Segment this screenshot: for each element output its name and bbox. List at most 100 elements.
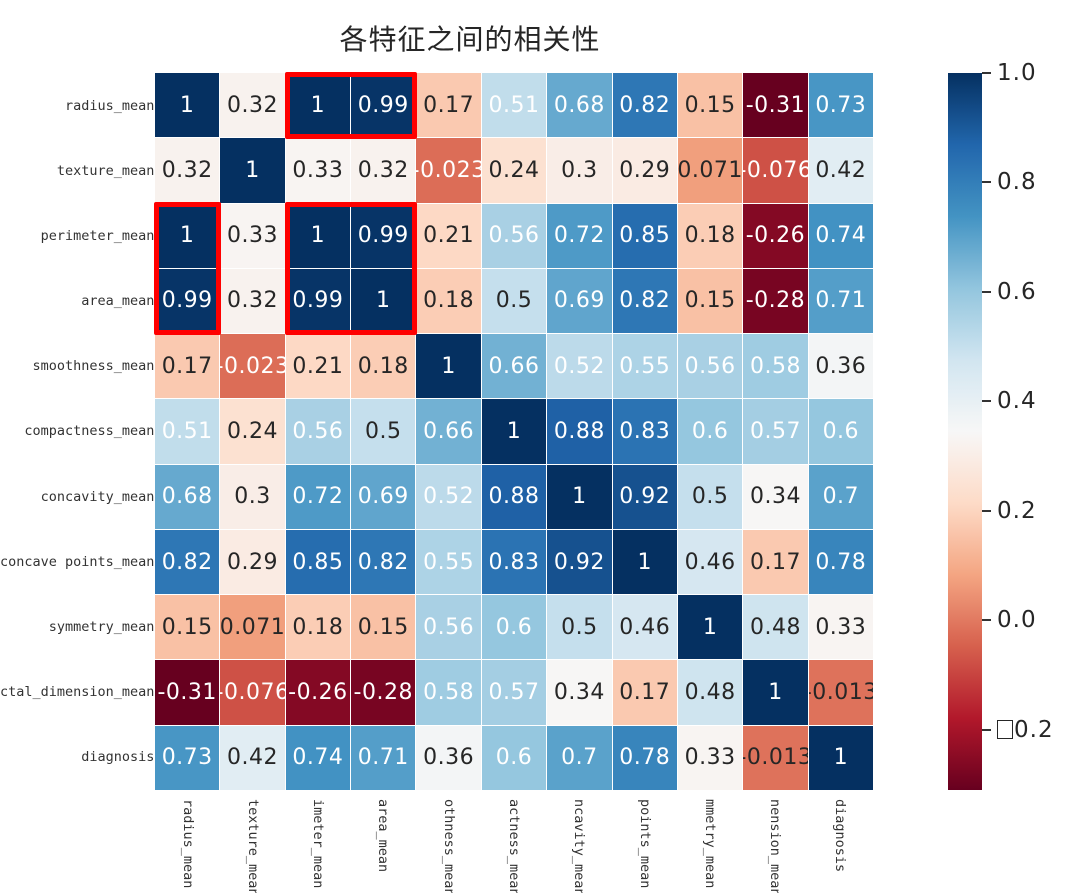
- heatmap-cell: 0.66: [416, 399, 481, 464]
- heatmap-cell: 1: [155, 73, 220, 138]
- heatmap-cell: 0.83: [612, 399, 677, 464]
- heatmap-cell: 0.17: [743, 529, 808, 595]
- y-tick-label: compactness_mean: [24, 423, 155, 440]
- y-tick-label: texture_mean: [56, 162, 155, 179]
- heatmap-cell: 0.99: [351, 73, 416, 138]
- colorbar-tick-text: 0.4: [997, 388, 1037, 415]
- heatmap-cell: 0.82: [351, 529, 416, 595]
- heatmap-cell: 0.69: [547, 268, 612, 334]
- heatmap-cell: 0.32: [351, 138, 416, 203]
- x-tick-label-wrap: mmetry_mean: [677, 790, 742, 893]
- y-axis-tick-labels: radius_mean texture_mean perimeter_mean are…: [0, 73, 154, 790]
- heatmap-cell: 0.58: [416, 660, 481, 725]
- heatmap-cell: 1: [808, 725, 873, 790]
- heatmap-cell: 0.56: [677, 334, 743, 399]
- heatmap-cell: 0.21: [416, 203, 481, 268]
- heatmap-cell: 1: [220, 138, 285, 203]
- heatmap-cell: 0.6: [481, 595, 547, 660]
- heatmap-cell: 0.29: [612, 138, 677, 203]
- heatmap-cell: 1: [481, 399, 547, 464]
- heatmap-cell: -0.31: [743, 73, 808, 138]
- heatmap-cell: -0.013: [808, 660, 873, 725]
- heatmap-cell: 0.99: [155, 268, 220, 334]
- x-tick-label: mmetry_mean: [701, 799, 718, 889]
- heatmap-cell: 0.15: [677, 268, 743, 334]
- tick-mark-icon: [982, 181, 991, 184]
- heatmap-cell: 0.5: [481, 268, 547, 334]
- heatmap-cell: 0.85: [285, 529, 351, 595]
- heatmap-cell: 0.32: [220, 73, 285, 138]
- heatmap-cell: -0.013: [743, 725, 808, 790]
- heatmap-cell: 0.72: [547, 203, 612, 268]
- heatmap-cell: 0.29: [220, 529, 285, 595]
- heatmap-cell: 0.46: [612, 595, 677, 660]
- heatmap-cell: 0.57: [743, 399, 808, 464]
- heatmap-cell: 0.71: [351, 725, 416, 790]
- heatmap-cell: 0.17: [612, 660, 677, 725]
- heatmap-cell: 0.6: [677, 399, 743, 464]
- heatmap-cell: 0.66: [481, 334, 547, 399]
- y-tick-label: symmetry_mean: [48, 619, 155, 636]
- x-tick-label-wrap: radius_mean: [155, 790, 220, 893]
- y-tick-label: perimeter_mean: [40, 227, 155, 244]
- x-tick-label: actness_mean: [505, 799, 522, 893]
- colorbar[interactable]: [948, 73, 982, 790]
- heatmap-cell: -0.26: [743, 203, 808, 268]
- heatmap-cell: 0.21: [285, 334, 351, 399]
- y-tick-label: concave points_mean: [0, 553, 155, 570]
- heatmap-cell: 0.7: [808, 464, 873, 529]
- heatmap-cell: -0.31: [155, 660, 220, 725]
- heatmap-cell: 0.52: [416, 464, 481, 529]
- heatmap-cell: 0.52: [547, 334, 612, 399]
- heatmap-cell: 1: [743, 660, 808, 725]
- heatmap-cell: 0.73: [155, 725, 220, 790]
- heatmap-cell: 0.69: [351, 464, 416, 529]
- heatmap-cell: -0.023: [416, 138, 481, 203]
- page-title: 各特征之间的相关性: [339, 23, 601, 56]
- heatmap-cell: -0.26: [285, 660, 351, 725]
- heatmap-cell: 0.071: [677, 138, 743, 203]
- heatmap-cell: 0.46: [677, 529, 743, 595]
- x-tick-label-wrap: texture_mean: [220, 790, 285, 893]
- heatmap-cell: 0.42: [220, 725, 285, 790]
- heatmap-cell: 0.99: [351, 203, 416, 268]
- heatmap-cell: 1: [677, 595, 743, 660]
- heatmap-cell: 0.15: [351, 595, 416, 660]
- heatmap-cell: -0.28: [351, 660, 416, 725]
- y-tick-label: radius_mean: [65, 97, 155, 114]
- heatmap-cell: 0.071: [220, 595, 285, 660]
- heatmap-cell: 0.99: [285, 268, 351, 334]
- x-tick-label: diagnosis: [832, 799, 849, 873]
- colorbar-tick-text: 1.0: [997, 60, 1037, 86]
- heatmap-cell: 0.33: [285, 138, 351, 203]
- heatmap-cell: 0.18: [416, 268, 481, 334]
- heatmap-cell: 0.3: [220, 464, 285, 529]
- heatmap-cell: 0.32: [155, 138, 220, 203]
- x-tick-label: texture_mean: [244, 799, 261, 893]
- x-tick-label-wrap: imeter_mean: [286, 790, 351, 893]
- heatmap-cell: -0.28: [743, 268, 808, 334]
- heatmap-cell: 0.24: [220, 399, 285, 464]
- heatmap-cell: 0.57: [481, 660, 547, 725]
- heatmap-cell: 0.6: [481, 725, 547, 790]
- heatmap-cell: -0.023: [220, 334, 285, 399]
- x-axis-tick-labels: radius_mean texture_mean imeter_mean area_m…: [155, 790, 873, 893]
- x-tick-label: imeter_mean: [310, 799, 327, 889]
- heatmap-cell: 0.68: [547, 73, 612, 138]
- heatmap-cell: -0.076: [743, 138, 808, 203]
- y-tick-label: concavity_mean: [40, 488, 155, 505]
- heatmap-cell: 0.33: [808, 595, 873, 660]
- heatmap-cell: 0.18: [677, 203, 743, 268]
- tick-mark-icon: [982, 72, 991, 74]
- heatmap-cell: 1: [547, 464, 612, 529]
- heatmap-cell: 0.56: [285, 399, 351, 464]
- heatmap-cell: 0.6: [808, 399, 873, 464]
- heatmap-cell: 0.82: [155, 529, 220, 595]
- heatmap-cell: 1: [612, 529, 677, 595]
- tick-mark-icon: [982, 619, 991, 622]
- heatmap-cell: 0.58: [743, 334, 808, 399]
- x-tick-label: othness_mean: [440, 799, 457, 893]
- colorbar-tick-text: 0.6: [997, 278, 1037, 305]
- heatmap-cell: 0.51: [481, 73, 547, 138]
- heatmap-cell: 0.15: [155, 595, 220, 660]
